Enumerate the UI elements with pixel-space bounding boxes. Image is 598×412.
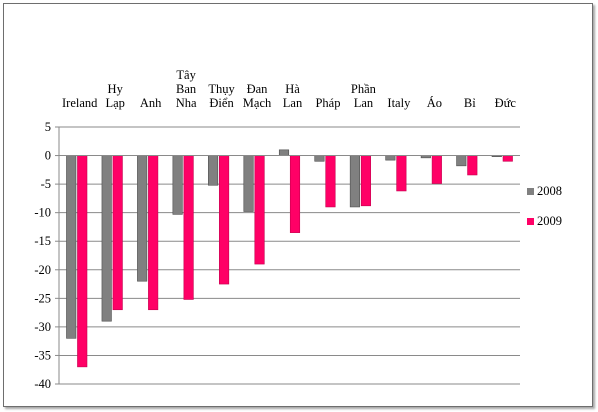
- category-label: Đức: [495, 96, 517, 110]
- bar-2009-0: [77, 155, 88, 368]
- category-label: Thụy: [208, 82, 235, 96]
- bar-2009-3: [183, 155, 194, 300]
- bar-2009-8: [360, 155, 371, 207]
- bar-2008-1: [101, 155, 112, 322]
- category-label: Tây: [176, 68, 196, 82]
- category-label: Ireland: [62, 96, 98, 110]
- category-label: Lan: [283, 96, 303, 110]
- bar-2008-11: [456, 155, 467, 167]
- bar-2009-4: [219, 155, 230, 285]
- bar-2009-6: [289, 155, 301, 233]
- bar-2008-7: [314, 155, 325, 162]
- bar-2008-6: [278, 149, 290, 156]
- bar-2009-7: [325, 155, 336, 208]
- y-tick-label: -10: [34, 206, 51, 220]
- bar-2009-9: [396, 155, 407, 192]
- bar-2009-2: [148, 155, 159, 311]
- category-label: Lạp: [105, 96, 124, 110]
- legend-swatch-2009: [527, 218, 534, 225]
- bar-2008-4: [208, 155, 219, 186]
- y-tick-label: -20: [34, 263, 51, 277]
- y-tick-label: -35: [34, 348, 51, 362]
- y-tick-label: -30: [34, 320, 51, 334]
- bar-2009-5: [254, 155, 265, 265]
- category-label: Ban: [176, 82, 197, 96]
- y-tick-label: -5: [41, 177, 51, 191]
- category-label: Hà: [285, 82, 300, 96]
- category-label: Pháp: [315, 96, 340, 110]
- category-label: Mạch: [243, 96, 272, 110]
- category-label: Điển: [209, 96, 234, 110]
- y-tick-label: -40: [34, 377, 51, 391]
- bar-2008-9: [385, 155, 396, 161]
- y-tick-label: 5: [45, 120, 51, 134]
- bar-2009-11: [467, 155, 478, 176]
- legend-swatch-2008: [527, 188, 534, 195]
- category-label: Áo: [427, 96, 442, 110]
- y-tick-label: 0: [45, 149, 51, 163]
- category-label: Đan: [247, 82, 269, 96]
- legend-label-2009: 2009: [537, 214, 562, 228]
- bar-2009-1: [112, 155, 123, 311]
- bar-2009-10: [431, 155, 442, 184]
- category-label: Hy: [108, 82, 124, 96]
- y-tick-label: -15: [34, 234, 51, 248]
- legend-label-2008: 2008: [537, 184, 562, 198]
- bar-2008-3: [172, 155, 183, 215]
- y-tick-label: -25: [34, 291, 51, 305]
- bar-2009-12: [502, 155, 513, 162]
- bar-2008-2: [137, 155, 148, 282]
- category-label: Nha: [176, 96, 197, 110]
- category-label: Lan: [354, 96, 374, 110]
- bar-2008-5: [243, 155, 254, 212]
- category-label: Anh: [140, 96, 162, 110]
- category-label: Italy: [387, 96, 411, 110]
- bar-2008-8: [349, 155, 360, 208]
- category-label: Phần: [351, 82, 377, 96]
- bar-2008-0: [66, 155, 77, 339]
- category-label: Bỉ: [464, 96, 476, 110]
